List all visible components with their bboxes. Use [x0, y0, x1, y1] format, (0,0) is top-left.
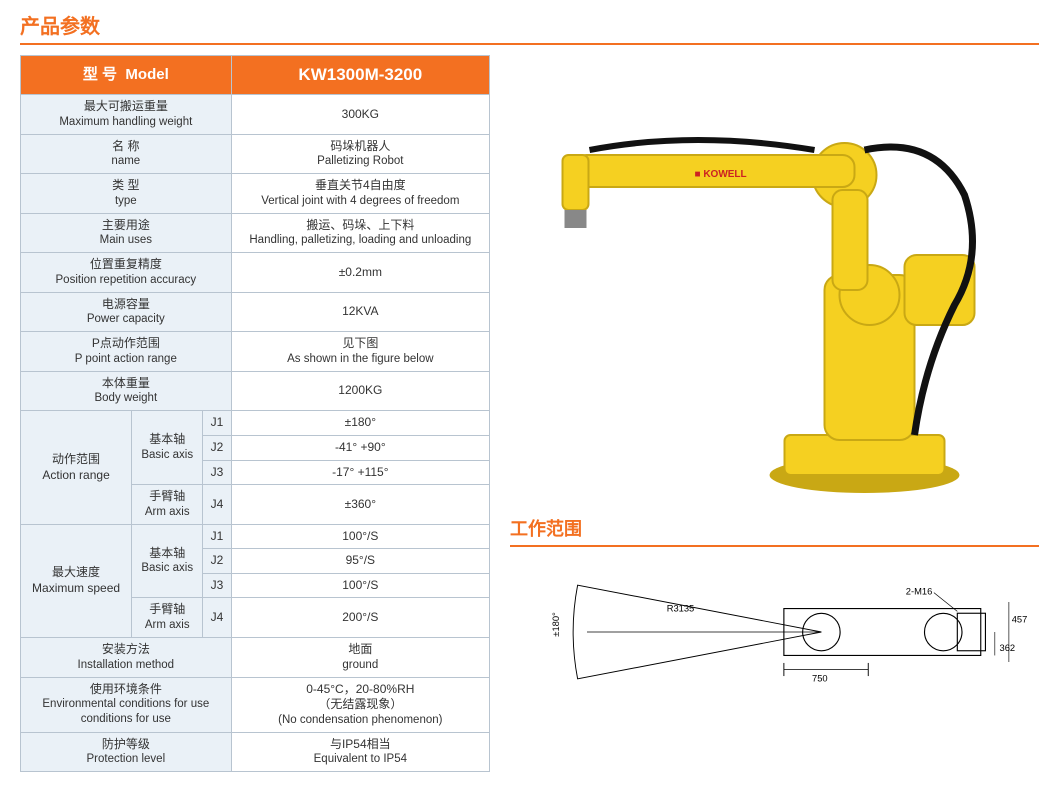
joint-value: 200°/S — [231, 598, 489, 638]
row-value: 与IP54相当Equivalent to IP54 — [231, 732, 489, 772]
max-speed-group: 最大速度Maximum speed — [21, 524, 132, 637]
work-range-title: 工作范围 — [510, 515, 1039, 547]
joint-label: J1 — [203, 524, 231, 549]
row-label: 主要用途Main uses — [21, 213, 232, 253]
row-value: 12KVA — [231, 292, 489, 332]
row-label: 使用环境条件Environmental conditions for useco… — [21, 677, 232, 732]
spec-table-container: 型 号 Model KW1300M-3200 最大可搬运重量Maximum ha… — [20, 55, 490, 772]
joint-value: -17° +115° — [231, 460, 489, 485]
row-label: 防护等级Protection level — [21, 732, 232, 772]
row-label: 类 型type — [21, 174, 232, 214]
joint-value: ±180° — [231, 411, 489, 436]
row-value: 1200KG — [231, 371, 489, 411]
svg-text:2-M16: 2-M16 — [906, 587, 933, 597]
svg-text:R3135: R3135 — [667, 603, 695, 613]
svg-text:457: 457 — [1012, 615, 1028, 625]
joint-value: 100°/S — [231, 524, 489, 549]
row-label: P点动作范围P point action range — [21, 332, 232, 372]
row-value: 码垛机器人Palletizing Robot — [231, 134, 489, 174]
joint-label: J2 — [203, 549, 231, 574]
joint-label: J2 — [203, 435, 231, 460]
joint-label: J4 — [203, 598, 231, 638]
svg-text:362: 362 — [1000, 643, 1016, 653]
action-range-group: 动作范围Action range — [21, 411, 132, 524]
joint-value: ±360° — [231, 485, 489, 525]
joint-label: J3 — [203, 573, 231, 598]
row-value: 地面ground — [231, 637, 489, 677]
row-value: 0-45°C，20-80%RH（无结露现象）(No condensation p… — [231, 677, 489, 732]
row-label: 电源容量Power capacity — [21, 292, 232, 332]
row-label: 本体重量Body weight — [21, 371, 232, 411]
work-range-diagram: ±180° R3135 750 362 457 2-M16 — [510, 557, 1039, 707]
joint-value: 100°/S — [231, 573, 489, 598]
joint-label: J3 — [203, 460, 231, 485]
header-model-label: 型 号 Model — [21, 56, 232, 95]
row-value: 垂直关节4自由度Vertical joint with 4 degrees of… — [231, 174, 489, 214]
section-title: 产品参数 — [20, 10, 1039, 45]
svg-text:±180°: ±180° — [551, 612, 561, 637]
row-label: 位置重复精度Position repetition accuracy — [21, 253, 232, 293]
joint-value: -41° +90° — [231, 435, 489, 460]
joint-label: J1 — [203, 411, 231, 436]
row-value: 300KG — [231, 95, 489, 135]
svg-text:■ KOWELL: ■ KOWELL — [695, 169, 747, 180]
spec-table: 型 号 Model KW1300M-3200 最大可搬运重量Maximum ha… — [20, 55, 490, 772]
joint-label: J4 — [203, 485, 231, 525]
basic-axis-label: 基本轴Basic axis — [132, 411, 203, 485]
row-label: 名 称name — [21, 134, 232, 174]
row-label: 最大可搬运重量Maximum handling weight — [21, 95, 232, 135]
header-model-value: KW1300M-3200 — [231, 56, 489, 95]
row-value: ±0.2mm — [231, 253, 489, 293]
basic-axis-label: 基本轴Basic axis — [132, 524, 203, 598]
arm-axis-label: 手臂轴Arm axis — [132, 598, 203, 638]
row-value: 见下图As shown in the figure below — [231, 332, 489, 372]
row-value: 搬运、码垛、上下料Handling, palletizing, loading … — [231, 213, 489, 253]
arm-axis-label: 手臂轴Arm axis — [132, 485, 203, 525]
row-label: 安装方法Installation method — [21, 637, 232, 677]
robot-image: ■ KOWELL — [510, 95, 1039, 495]
svg-text:750: 750 — [812, 674, 828, 684]
joint-value: 95°/S — [231, 549, 489, 574]
